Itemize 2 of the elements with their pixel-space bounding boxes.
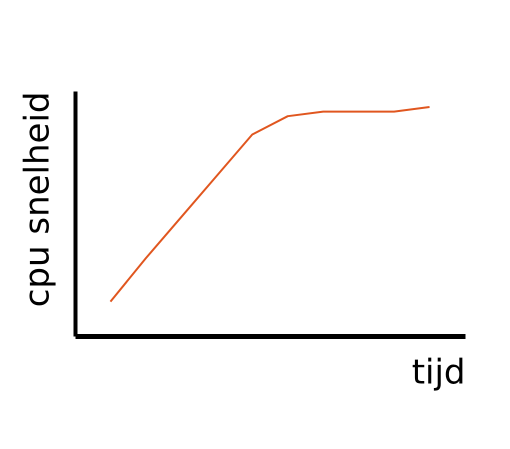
y-axis-title: cpu snelheid (18, 92, 58, 308)
x-axis-title: tijd (412, 352, 466, 392)
